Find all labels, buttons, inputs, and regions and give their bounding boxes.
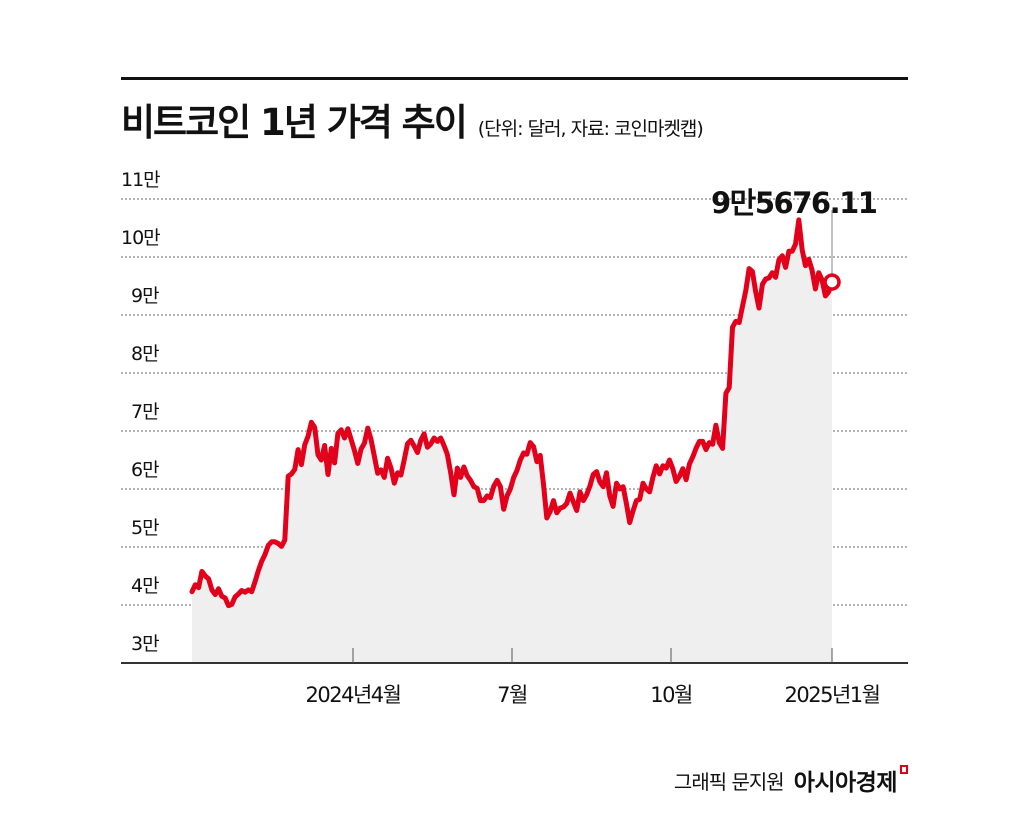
y-tick-label: 8만	[131, 343, 160, 365]
y-tick-label: 11만	[121, 169, 161, 191]
chart-subtitle: (단위: 달러, 자료: 코인마켓캡)	[477, 118, 704, 140]
y-tick-label: 10만	[121, 227, 161, 249]
x-tick-label: 2025년1월	[784, 683, 881, 707]
y-tick-label: 3만	[131, 633, 160, 655]
top-rule	[121, 77, 908, 80]
price-line	[189, 217, 835, 609]
title-row: 비트코인 1년 가격 추이 (단위: 달러, 자료: 코인마켓캡)	[121, 92, 704, 146]
x-tick-label: 7월	[497, 683, 528, 707]
brand-mark-icon	[900, 764, 908, 774]
x-axis-ticks	[352, 648, 833, 663]
graphic-credit: 그래픽 문지원	[673, 769, 785, 794]
x-tick-label: 10월	[650, 683, 693, 707]
y-tick-label: 7만	[131, 401, 160, 423]
last-value-annotation: 9만5676.11	[711, 186, 878, 220]
last-point-marker	[823, 273, 841, 291]
y-tick-label: 4만	[131, 575, 160, 597]
x-tick-label: 2024년4월	[305, 683, 402, 707]
brand-logo: 아시아경제	[793, 770, 898, 796]
chart-title: 비트코인 1년 가격 추이	[121, 101, 468, 144]
y-tick-label: 9만	[131, 285, 160, 307]
y-tick-label: 5만	[131, 517, 160, 539]
y-tick-label: 6만	[131, 459, 160, 481]
price-area	[192, 219, 832, 663]
footer-credit: 그래픽 문지원 아시아경제	[674, 763, 908, 797]
